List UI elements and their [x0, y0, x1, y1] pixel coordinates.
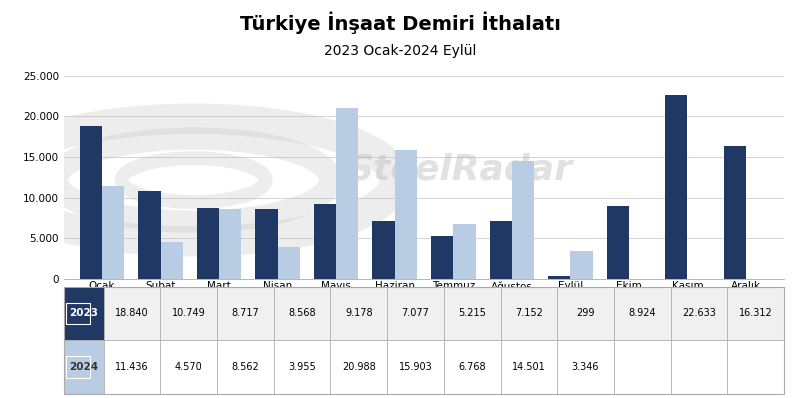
Text: Türkiye İnşaat Demiri İthalatı: Türkiye İnşaat Demiri İthalatı [239, 12, 561, 34]
Bar [606, 206, 629, 279]
Text: 11.436: 11.436 [115, 362, 149, 372]
Bar [219, 209, 242, 279]
Text: 2023: 2023 [70, 308, 98, 318]
Bar [161, 242, 183, 279]
Text: 4.570: 4.570 [174, 362, 202, 372]
Text: 2023 Ocak-2024 Eylül: 2023 Ocak-2024 Eylül [324, 44, 476, 58]
Text: 8.568: 8.568 [288, 308, 316, 318]
Bar [454, 224, 475, 279]
Text: 6.768: 6.768 [458, 362, 486, 372]
Text: 3.346: 3.346 [572, 362, 599, 372]
Text: 3.955: 3.955 [288, 362, 316, 372]
Bar [102, 186, 124, 279]
Text: 299: 299 [576, 308, 595, 318]
Bar [548, 276, 570, 279]
Text: 8.924: 8.924 [629, 308, 656, 318]
Bar [197, 208, 219, 279]
Bar [490, 220, 512, 279]
Text: 16.312: 16.312 [738, 308, 773, 318]
Text: 8.562: 8.562 [231, 362, 259, 372]
Bar [570, 252, 593, 279]
Bar [80, 126, 102, 279]
Text: 9.178: 9.178 [345, 308, 373, 318]
Bar [255, 209, 278, 279]
Text: SteelRadar: SteelRadar [347, 152, 573, 186]
Text: 14.501: 14.501 [512, 362, 546, 372]
Text: 7.152: 7.152 [515, 308, 542, 318]
Bar [431, 236, 454, 279]
Bar [373, 221, 394, 279]
Bar [724, 146, 746, 279]
Bar [138, 191, 161, 279]
Text: 8.717: 8.717 [231, 308, 259, 318]
Text: 20.988: 20.988 [342, 362, 376, 372]
Bar [394, 150, 417, 279]
Text: 2024: 2024 [70, 362, 98, 372]
Bar [314, 204, 336, 279]
Bar [665, 95, 687, 279]
Text: 22.633: 22.633 [682, 308, 716, 318]
Bar [336, 108, 358, 279]
Text: 5.215: 5.215 [458, 308, 486, 318]
Bar [512, 161, 534, 279]
Text: 7.077: 7.077 [402, 308, 430, 318]
Text: 15.903: 15.903 [398, 362, 432, 372]
Text: 18.840: 18.840 [115, 308, 149, 318]
Text: 10.749: 10.749 [172, 308, 206, 318]
Bar [278, 246, 300, 279]
